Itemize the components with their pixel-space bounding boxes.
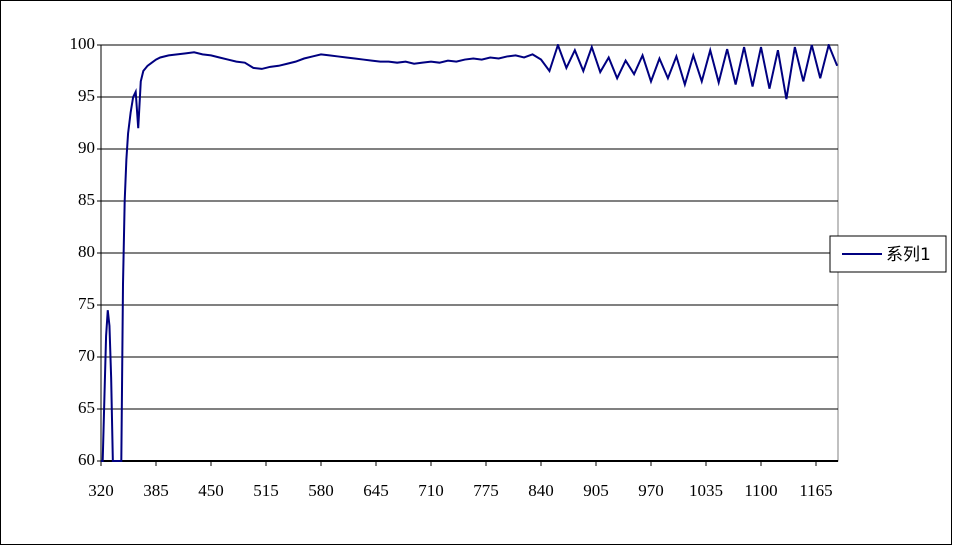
- y-tick-label: 100: [70, 34, 96, 53]
- data-line: [101, 44, 838, 462]
- y-tick-label: 60: [78, 450, 95, 469]
- y-tick-label: 85: [78, 190, 95, 209]
- x-tick-label: 1035: [689, 481, 723, 500]
- x-tick-label: 840: [528, 481, 554, 500]
- legend-label: 系列1: [886, 245, 931, 265]
- y-tick-label: 80: [78, 242, 95, 261]
- x-tick-label: 710: [418, 481, 444, 500]
- x-tick-label: 970: [638, 481, 664, 500]
- legend-box: [829, 235, 947, 273]
- y-tick-label: 95: [78, 86, 95, 105]
- y-tick-label: 65: [78, 398, 95, 417]
- x-tick-label: 1165: [799, 481, 832, 500]
- x-tick-label: 645: [363, 481, 389, 500]
- x-tick-label: 385: [143, 481, 169, 500]
- y-tick-label: 75: [78, 294, 95, 313]
- y-tick-label: 90: [78, 138, 95, 157]
- x-tick-label: 450: [198, 481, 224, 500]
- x-tick-label: 320: [88, 481, 114, 500]
- plot-lines: [101, 44, 838, 462]
- x-tick-label: 580: [308, 481, 334, 500]
- y-tick-label: 70: [78, 346, 95, 365]
- x-tick-label: 775: [473, 481, 499, 500]
- x-tick-label: 515: [253, 481, 279, 500]
- x-tick-label: 1100: [744, 481, 777, 500]
- x-tick-label: 905: [583, 481, 609, 500]
